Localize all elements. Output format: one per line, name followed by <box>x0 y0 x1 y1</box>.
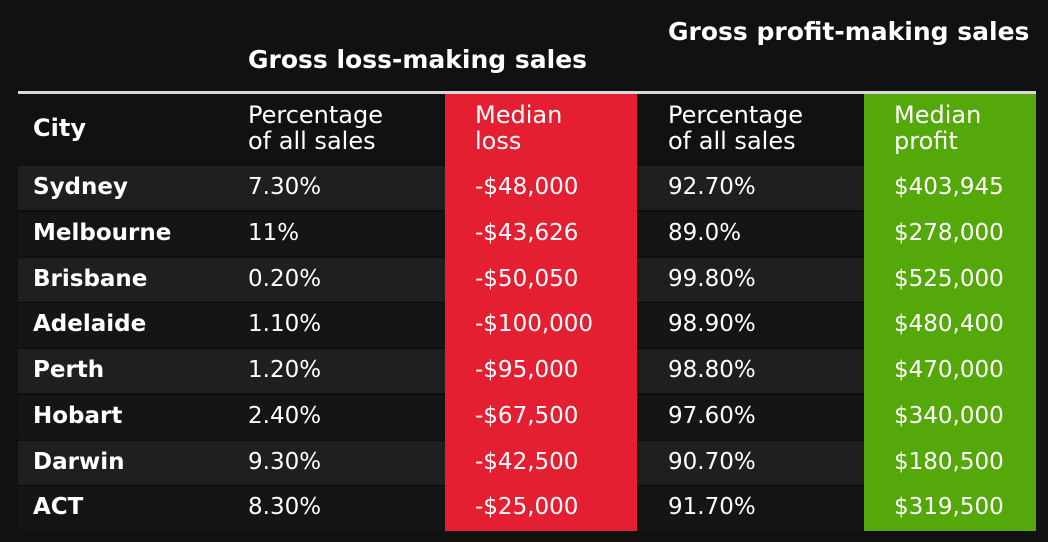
column-header-line: Median <box>894 101 982 129</box>
column-header-line: Percentage <box>668 101 804 129</box>
cell-median-profit: $340,000 <box>894 403 1004 429</box>
cell-city: Melbourne <box>33 220 172 246</box>
cell-city: Adelaide <box>33 311 147 337</box>
column-header-median-loss: Median loss <box>475 102 562 154</box>
cell-profit-percentage: 91.70% <box>668 494 756 520</box>
cell-profit-percentage: 92.70% <box>668 174 756 200</box>
cell-loss-percentage: 0.20% <box>248 266 322 292</box>
column-header-line: Percentage <box>248 101 384 129</box>
cell-loss-percentage: 8.30% <box>248 494 322 520</box>
cell-median-profit: $319,500 <box>894 494 1004 520</box>
cell-loss-percentage: 7.30% <box>248 174 322 200</box>
cell-median-profit: $525,000 <box>894 266 1004 292</box>
column-header-median-profit: Median profit <box>894 102 981 154</box>
cell-profit-percentage: 98.90% <box>668 311 756 337</box>
cell-profit-percentage: 99.80% <box>668 266 756 292</box>
cell-city: ACT <box>33 494 84 520</box>
cell-median-loss: -$50,050 <box>475 266 579 292</box>
cell-median-profit: $470,000 <box>894 357 1004 383</box>
column-header-loss-percentage: Percentage of all sales <box>248 102 383 154</box>
header-rule <box>18 91 1036 94</box>
column-header-city: City <box>33 114 86 142</box>
cell-profit-percentage: 97.60% <box>668 403 756 429</box>
cell-median-profit: $180,500 <box>894 449 1004 475</box>
cell-profit-percentage: 90.70% <box>668 449 756 475</box>
median-profit-column-highlight <box>864 94 1036 531</box>
cell-median-loss: -$25,000 <box>475 494 579 520</box>
cell-loss-percentage: 9.30% <box>248 449 322 475</box>
cell-city: Sydney <box>33 174 128 200</box>
cell-loss-percentage: 1.20% <box>248 357 322 383</box>
column-header-profit-percentage: Percentage of all sales <box>668 102 803 154</box>
cell-city: Hobart <box>33 403 123 429</box>
cell-city: Darwin <box>33 449 125 475</box>
cell-profit-percentage: 98.80% <box>668 357 756 383</box>
cell-median-loss: -$67,500 <box>475 403 579 429</box>
cell-median-profit: $480,400 <box>894 311 1004 337</box>
cell-median-loss: -$43,626 <box>475 220 579 246</box>
cell-median-profit: $403,945 <box>894 174 1004 200</box>
column-header-line: of all sales <box>248 127 376 155</box>
cell-median-loss: -$100,000 <box>475 311 594 337</box>
cell-city: Perth <box>33 357 105 383</box>
cell-loss-percentage: 11% <box>248 220 300 246</box>
cell-median-profit: $278,000 <box>894 220 1004 246</box>
cell-median-loss: -$95,000 <box>475 357 579 383</box>
group-header-loss: Gross loss-making sales <box>248 45 588 74</box>
cell-city: Brisbane <box>33 266 148 292</box>
column-header-line: loss <box>475 127 522 155</box>
column-header-line: of all sales <box>668 127 796 155</box>
cell-median-loss: -$48,000 <box>475 174 579 200</box>
column-header-line: Median <box>475 101 563 129</box>
cell-loss-percentage: 1.10% <box>248 311 322 337</box>
column-header-line: profit <box>894 127 958 155</box>
median-loss-column-highlight <box>445 94 637 531</box>
cell-loss-percentage: 2.40% <box>248 403 322 429</box>
cell-profit-percentage: 89.0% <box>668 220 742 246</box>
cell-median-loss: -$42,500 <box>475 449 579 475</box>
group-header-profit: Gross profit-making sales <box>668 17 1030 46</box>
